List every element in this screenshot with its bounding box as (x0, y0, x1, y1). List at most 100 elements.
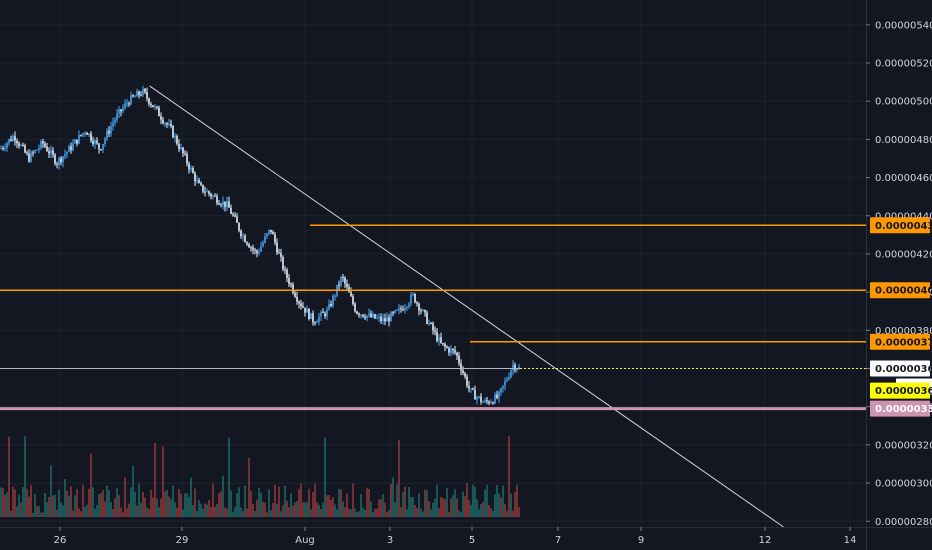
price-level-label: 0.00000435 (875, 221, 932, 232)
volume-bar (304, 502, 306, 517)
candle-body (420, 310, 422, 312)
candle-body (146, 92, 148, 99)
candle-body (346, 283, 348, 287)
volume-bar (322, 502, 324, 517)
volume-bar (36, 505, 38, 517)
candle-body (140, 94, 142, 96)
price-level-badge (870, 282, 930, 299)
candle-body (228, 201, 230, 208)
candle-body (294, 292, 296, 297)
candle-body (312, 313, 314, 323)
volume-bar (392, 477, 394, 517)
candle-body (108, 130, 110, 134)
price-axis[interactable]: 0.000002800.000003000.000003200.00000340… (866, 0, 932, 550)
volume-bar (176, 507, 178, 517)
candle-body (302, 306, 304, 308)
volume-bar (154, 442, 156, 517)
volume-bar (276, 503, 278, 517)
candle-body (96, 140, 98, 144)
candle-body (332, 295, 334, 306)
volume-bar (172, 485, 174, 517)
volume-bar (122, 512, 124, 517)
volume-bar (242, 511, 244, 517)
volume-bar (434, 498, 436, 517)
volume-bar (342, 501, 344, 517)
candle-body (252, 247, 254, 250)
volume-bar (396, 484, 398, 517)
volume-bar (146, 507, 148, 517)
time-tick-label: 29 (176, 535, 189, 546)
volume-bar (478, 509, 480, 517)
volume-bar (256, 499, 258, 517)
volume-bar (480, 504, 482, 517)
candle-body (450, 348, 452, 353)
candle-body (498, 392, 500, 399)
volume-bar (320, 509, 322, 517)
volume-bar (420, 508, 422, 517)
time-axis[interactable]: 26 29 Aug 3 5 7 9 12 14 (0, 527, 932, 546)
volume-bar (12, 486, 14, 517)
volume-bar (212, 483, 214, 517)
volume-bar (310, 509, 312, 517)
volume-bar (46, 501, 48, 517)
volume-bar (156, 498, 158, 517)
candle-body (92, 140, 94, 145)
price-tick-label: 0.00000520 (875, 59, 932, 70)
volume-bars (0, 436, 520, 517)
candle-body (150, 103, 152, 106)
candle-body (26, 152, 28, 154)
volume-bar (252, 503, 254, 517)
volume-bar (386, 512, 388, 517)
candle-body (182, 147, 184, 154)
candle-body (490, 402, 492, 404)
candle-body (52, 150, 54, 155)
volume-bar (50, 465, 52, 517)
volume-bar (458, 510, 460, 517)
candle-body (192, 168, 194, 174)
volume-bar (170, 499, 172, 517)
price-level-label: 0.00000339 (875, 404, 932, 415)
volume-bar (190, 477, 192, 517)
time-tick-label: 26 (54, 535, 67, 546)
volume-bar (66, 490, 68, 517)
candle-body (82, 132, 84, 136)
candle-body (416, 302, 418, 304)
candle-body (354, 303, 356, 312)
candle-body (168, 123, 170, 125)
candle-body (486, 400, 488, 402)
candle-body (164, 123, 166, 125)
volume-bar (284, 485, 286, 517)
volume-bar (14, 489, 16, 517)
volume-bar (370, 501, 372, 517)
candle-body (104, 138, 106, 145)
candle-body (38, 147, 40, 150)
volume-bar (302, 502, 304, 517)
volume-bar (84, 506, 86, 517)
candle-body (466, 376, 468, 386)
volume-bar (16, 506, 18, 517)
volume-bar (230, 490, 232, 517)
volume-bar (274, 484, 276, 517)
volume-bar (422, 511, 424, 517)
volume-bar (148, 509, 150, 517)
volume-bar (412, 497, 414, 517)
volume-bar (376, 508, 378, 517)
candle-body (142, 88, 144, 95)
volume-bar (336, 509, 338, 517)
volume-bar (402, 492, 404, 517)
horizontal-levels (0, 224, 866, 411)
volume-bar (494, 494, 496, 517)
price-level-label: 0.00000374 (875, 337, 932, 348)
volume-bar (362, 507, 364, 517)
volume-bar (294, 502, 296, 517)
candle-body (440, 337, 442, 343)
candle-body (246, 242, 248, 245)
volume-bar (466, 483, 468, 517)
candle-body (462, 370, 464, 374)
volume-bar (372, 512, 374, 517)
volume-bar (214, 506, 216, 517)
volume-bar (80, 511, 82, 517)
